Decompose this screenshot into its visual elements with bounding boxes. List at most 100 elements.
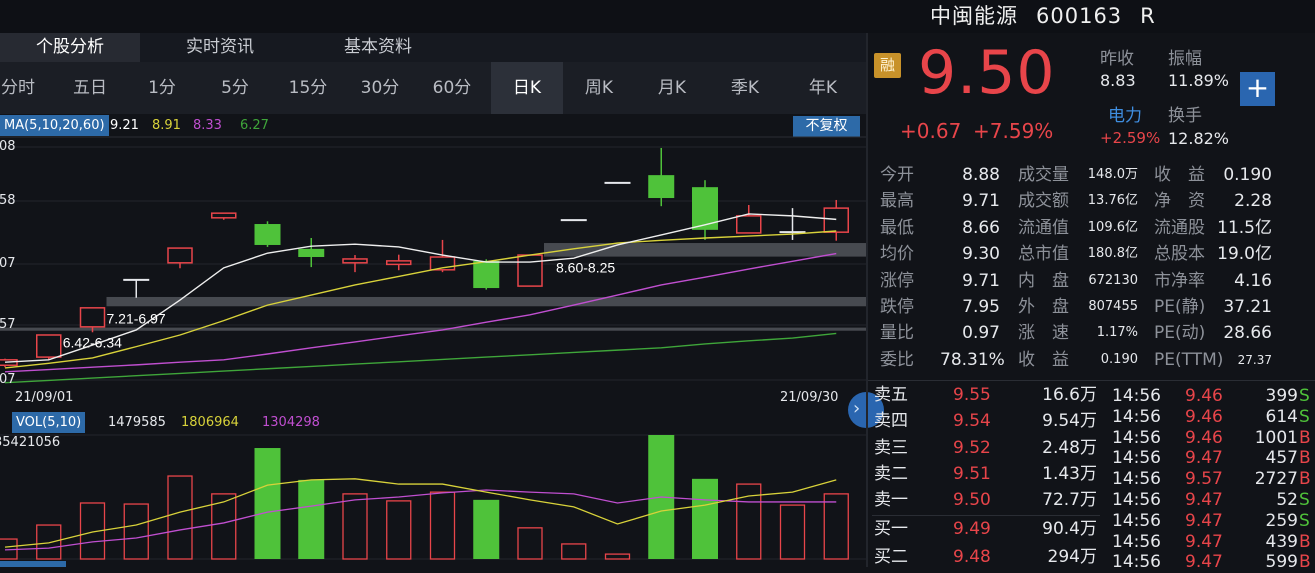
stat-label: 外 盘 xyxy=(1018,297,1069,317)
stat-label: 量比 xyxy=(880,323,914,343)
ma-label[interactable]: MA(5,10,20,60) xyxy=(0,115,109,136)
stat-label: 最高 xyxy=(880,191,914,211)
period-10[interactable]: 季K xyxy=(730,78,760,98)
tab-bar: 个股分析 实时资讯 基本资料 xyxy=(0,33,866,62)
amplitude: 11.89% xyxy=(1168,71,1230,90)
period-11[interactable]: 年K xyxy=(808,78,838,98)
trade-volume: 52 xyxy=(1276,490,1298,510)
vol_ma5-line xyxy=(4,478,837,548)
volume-bar-up xyxy=(779,504,806,560)
stat-label: 总股本 xyxy=(1154,244,1205,264)
period-1[interactable]: 五日 xyxy=(73,78,107,98)
current-price: 9.50 xyxy=(918,38,1056,108)
stat-value: 672130 xyxy=(1088,273,1138,288)
trade-side: B xyxy=(1299,531,1311,552)
tab-realtime-news[interactable]: 实时资讯 xyxy=(186,37,254,57)
orderbook-price: 9.48 xyxy=(953,547,991,567)
stat-label: 涨 速 xyxy=(1018,323,1069,343)
candle-down xyxy=(648,175,675,199)
volume-bar-up xyxy=(823,493,849,560)
stat-value: 27.37 xyxy=(1237,353,1272,367)
candle-down xyxy=(692,187,718,230)
stat-value: 7.95 xyxy=(962,297,1000,317)
orderbook-price: 9.55 xyxy=(953,385,991,405)
stat-label: 今开 xyxy=(880,165,914,185)
amplitude-label: 振幅 xyxy=(1168,49,1202,69)
volume-bar-up xyxy=(736,483,762,560)
stat-value: 807455 xyxy=(1088,299,1138,314)
stat-value: 148.0万 xyxy=(1087,167,1138,182)
vol-value: 1479585 xyxy=(108,415,166,430)
stat-label: 均价 xyxy=(880,244,914,264)
stat-label: 委比 xyxy=(880,350,914,370)
candle-down xyxy=(473,260,500,289)
volume-bar-up xyxy=(36,524,62,560)
stock-title: 中闽能源 600163 R xyxy=(930,0,1174,30)
ma20-line xyxy=(4,252,837,373)
margin-trading-badge: 融 xyxy=(874,53,901,78)
kline-chart[interactable]: 8.60-8.25 7.21-6.97 6.42-6.34 xyxy=(0,0,866,567)
trade-volume: 259 xyxy=(1265,510,1298,531)
price-change: +0.67 xyxy=(900,119,962,143)
adjust-button[interactable]: 不复权 xyxy=(793,116,860,137)
period-4[interactable]: 15分 xyxy=(288,78,328,98)
sector-link[interactable]: 电力 xyxy=(1108,106,1142,126)
trade-time: 14:56 xyxy=(1112,469,1161,490)
orderbook-volume: 90.4万 xyxy=(1042,519,1097,539)
period-9[interactable]: 月K xyxy=(657,78,687,98)
period-0[interactable]: 分时 xyxy=(1,78,35,98)
period-2[interactable]: 1分 xyxy=(148,78,176,98)
band-label: 8.60-8.25 xyxy=(556,260,615,276)
stat-label: 最低 xyxy=(880,218,914,238)
stat-label: PE(静) xyxy=(1154,297,1206,317)
stat-label: 成交额 xyxy=(1018,191,1069,211)
price-axis-label: 08 xyxy=(0,139,16,154)
tab-basic-info[interactable]: 基本资料 xyxy=(344,37,412,57)
date-start: 21/09/01 xyxy=(15,390,74,405)
trade-price: 9.46 xyxy=(1185,386,1223,406)
trade-price: 9.47 xyxy=(1185,531,1223,552)
volume-bar-up xyxy=(561,543,587,560)
add-watchlist-button[interactable]: + xyxy=(1240,72,1275,106)
stat-value: 109.6亿 xyxy=(1087,220,1138,235)
candle-up xyxy=(386,260,412,266)
stat-label: 成交量 xyxy=(1018,165,1069,185)
trade-price: 9.46 xyxy=(1185,427,1223,448)
period-7[interactable]: 日K xyxy=(491,62,563,114)
orderbook-price: 9.51 xyxy=(953,464,991,484)
stat-value: 28.66 xyxy=(1223,323,1272,343)
support-band xyxy=(0,327,866,331)
stat-label: 净 资 xyxy=(1154,191,1205,211)
trade-price: 9.47 xyxy=(1185,448,1223,469)
period-5[interactable]: 30分 xyxy=(360,78,400,98)
period-8[interactable]: 周K xyxy=(584,78,614,98)
turnover-label: 换手 xyxy=(1168,106,1202,126)
indicator-tab[interactable] xyxy=(0,561,66,567)
stat-value: 2.28 xyxy=(1234,191,1272,211)
trade-volume: 2727 xyxy=(1254,469,1298,490)
trade-volume: 599 xyxy=(1265,552,1298,573)
stat-value: 9.30 xyxy=(962,244,1000,264)
orderbook-volume: 9.54万 xyxy=(1042,411,1097,431)
period-3[interactable]: 5分 xyxy=(221,78,249,98)
volume-bar-up xyxy=(604,553,631,560)
ma10-line xyxy=(4,230,837,369)
stat-value: 8.66 xyxy=(962,218,1000,238)
date-end: 21/09/30 xyxy=(780,390,839,405)
divider xyxy=(866,33,868,567)
trade-volume: 439 xyxy=(1265,531,1298,552)
trade-side: B xyxy=(1299,552,1311,573)
volume-bar-up xyxy=(386,500,412,560)
period-6[interactable]: 60分 xyxy=(432,78,472,98)
price-axis-label: 58 xyxy=(0,193,16,208)
stat-label: 收 益 xyxy=(1018,350,1069,370)
orderbook-price: 9.49 xyxy=(953,519,991,539)
volume-bar-up xyxy=(211,493,237,560)
vol-label[interactable]: VOL(5,10) xyxy=(12,412,86,433)
orderbook-level-label: 卖一 xyxy=(874,490,908,510)
orderbook-level-label: 卖三 xyxy=(874,438,908,458)
trade-volume: 1001 xyxy=(1254,427,1298,448)
orderbook-volume: 16.6万 xyxy=(1042,385,1097,405)
stock-name: 中闽能源 xyxy=(930,4,1018,28)
tab-stock-analysis[interactable]: 个股分析 xyxy=(0,33,140,62)
